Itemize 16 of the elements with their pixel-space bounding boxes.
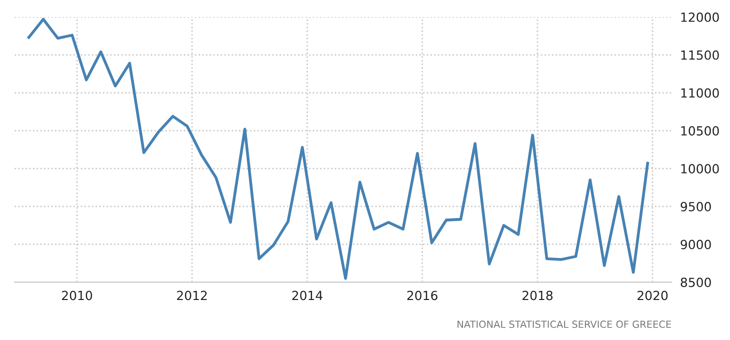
x-tick-label: 2012 bbox=[177, 290, 207, 300]
y-tick-label: 11500 bbox=[681, 50, 719, 60]
text: NATIONAL STATISTICAL SERVICE OF GREECE bbox=[458, 320, 671, 328]
y-tick-label: 11000 bbox=[681, 88, 719, 98]
y-tick-label: 9000 bbox=[680, 240, 711, 250]
y-tick-label: 9500 bbox=[680, 202, 711, 212]
x-tick-label: 2020 bbox=[638, 290, 668, 300]
y-tick-label: 10000 bbox=[681, 164, 719, 174]
x-tick-label: 2010 bbox=[62, 290, 92, 300]
x-tick-label: 2018 bbox=[522, 290, 553, 300]
x-tick-label: 2014 bbox=[292, 290, 322, 300]
y-tick-label: 10500 bbox=[681, 126, 719, 136]
y-tick-label: 12000 bbox=[681, 12, 719, 22]
line-series bbox=[27, 18, 650, 280]
y-tick-label: 8500 bbox=[680, 278, 711, 288]
x-tick-label: 2016 bbox=[407, 290, 438, 300]
